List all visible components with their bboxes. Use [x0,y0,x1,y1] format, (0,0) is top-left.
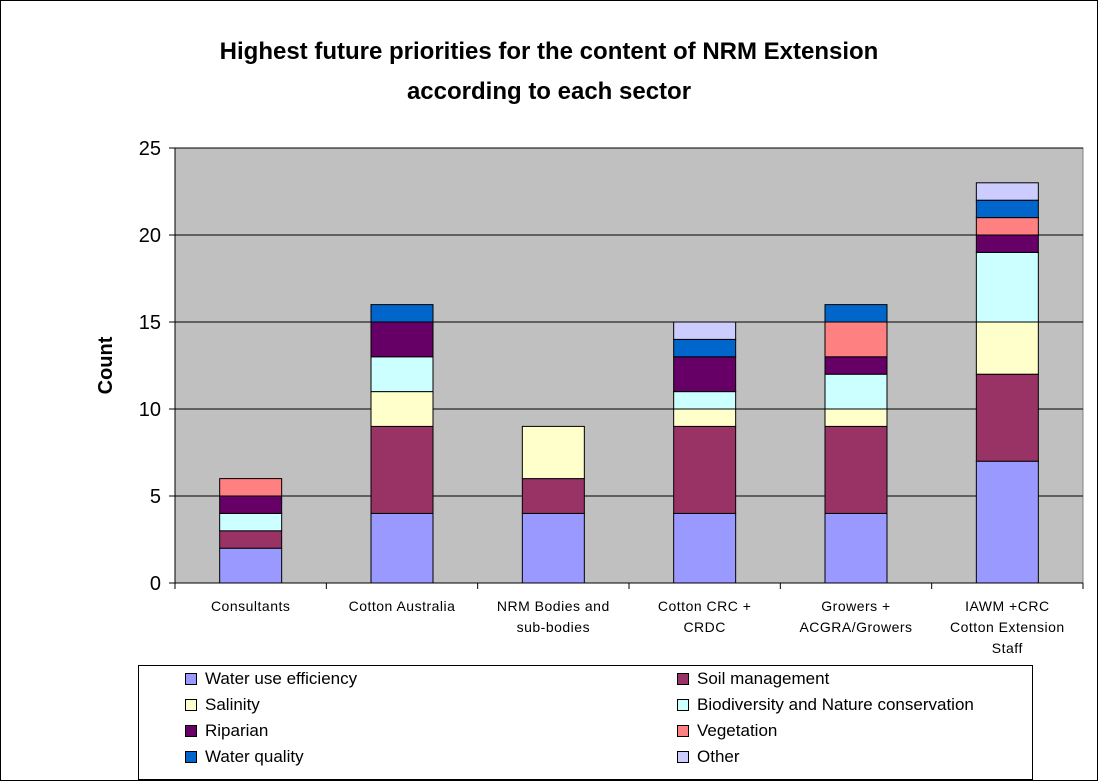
bar-segment [824,321,888,358]
x-tick-label: NRM Bodies and [497,598,610,614]
bar-segment [975,460,1039,584]
legend-swatch [677,725,689,737]
legend-label: Other [697,747,740,766]
x-tick-label: Consultants [211,598,290,614]
legend-item: Riparian [185,721,268,741]
bar-segment [975,234,1039,253]
bar-segment [824,356,888,375]
bar-segment [673,512,737,584]
bar-segment [824,512,888,584]
bar-segment [673,425,737,514]
legend-label: Vegetation [697,721,778,740]
y-tick-label: 25 [139,138,161,160]
legend-swatch [185,751,197,763]
legend-item: Salinity [185,695,260,715]
x-tick-label: Cotton CRC + [658,598,752,614]
legend-item: Water use efficiency [185,669,357,689]
bar-segment [521,425,585,480]
legend-swatch [677,673,689,685]
y-tick-label: 15 [139,312,161,334]
legend-swatch [677,751,689,763]
legend-label: Soil management [697,669,830,688]
legend-swatch [677,699,689,711]
legend-item: Biodiversity and Nature conservation [677,695,974,715]
bar-segment [824,408,888,427]
legend-item: Other [677,747,740,767]
bar-segment [521,478,585,514]
bar-segment [521,512,585,584]
bar-segment [673,408,737,427]
legend-swatch [185,699,197,711]
bar-segment [370,425,434,514]
bar-segment [824,373,888,410]
bar-segment [673,338,737,358]
bar-segment [975,251,1039,323]
x-tick-label: CRDC [683,619,725,635]
chart-legend: Water use efficiency Soil management Salin… [138,665,1033,780]
bar-segment [219,512,283,532]
bar-segment [219,530,283,549]
legend-swatch [185,725,197,737]
chart-title-line-2: according to each sector [406,78,692,105]
bar-segment [824,425,888,514]
bar-segment [673,356,737,393]
legend-label: Biodiversity and Nature conservation [697,695,974,714]
x-tick-label: ACGRA/Growers [799,619,912,635]
chart-title-line-1: Highest future priorities for the conten… [219,38,879,65]
legend-item: Water quality [185,747,304,767]
bar-segment [975,217,1039,236]
x-tick-label: Growers + [821,598,890,614]
legend-label: Water quality [205,747,304,766]
legend-item: Soil management [677,669,829,689]
bar-segment [673,391,737,410]
y-tick-label: 10 [139,399,161,421]
x-tick-label: Cotton Australia [349,598,456,614]
y-tick-label: 20 [139,225,161,247]
bar-segment [219,495,283,514]
bar-segment [975,199,1039,219]
bar-segment [370,356,434,393]
bar-segment [975,373,1039,462]
bar-segment [975,182,1039,201]
legend-label: Salinity [205,695,260,714]
y-tick-label: 0 [150,573,161,595]
legend-swatch [185,673,197,685]
y-axis-label: Count [95,336,117,394]
bar-segment [824,304,888,323]
legend-label: Riparian [205,721,269,740]
x-tick-label: sub-bodies [517,619,591,635]
bar-segment [219,478,283,497]
x-tick-label: Cotton Extension [950,619,1065,635]
y-tick-label: 5 [150,486,161,508]
bar-segment [219,547,283,584]
bar-segment [370,512,434,584]
legend-label: Water use efficiency [205,669,358,688]
x-tick-label: Staff [992,640,1023,656]
plot-area [174,147,1084,584]
bar-segment [673,321,737,340]
bar-segment [370,321,434,358]
bar-segment [370,304,434,323]
bar-segment [975,321,1039,375]
legend-item: Vegetation [677,721,777,741]
bar-segment [370,391,434,427]
x-tick-label: IAWM +CRC [965,598,1049,614]
